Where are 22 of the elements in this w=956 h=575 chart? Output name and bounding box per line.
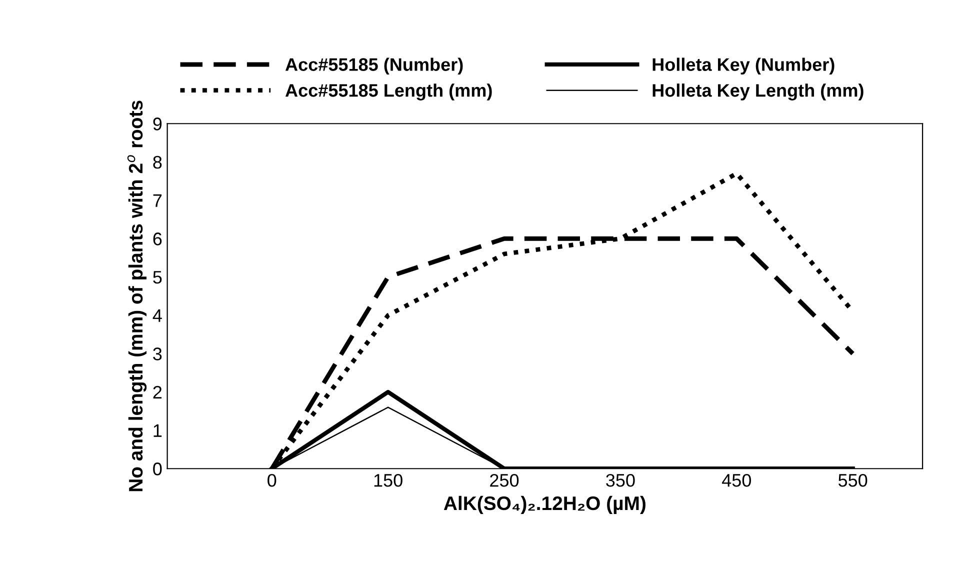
y-tick-label: 6	[153, 232, 162, 246]
legend-label: Holleta Key (Number)	[652, 58, 834, 75]
y-tick-label: 5	[153, 271, 162, 284]
legend-label: Holleta Key Length (mm)	[652, 84, 864, 100]
y-tick-label: 0	[153, 462, 162, 476]
x-tick-label: 450	[722, 474, 751, 487]
legend-label: Acc#55185 Length (mm)	[285, 84, 492, 100]
y-tick-label: 7	[153, 194, 162, 207]
x-tick-label: 550	[838, 474, 868, 487]
legend-label: Acc#55185 (Number)	[285, 58, 463, 75]
x-axis-title: AlK(SO₄)₂.12H₂O (µM)	[444, 496, 646, 514]
y-tick-label: 2	[153, 386, 162, 398]
y-tick-label: 9	[153, 118, 162, 130]
x-tick-label: 150	[374, 474, 402, 487]
x-tick-label: 350	[606, 474, 635, 487]
x-tick-label: 250	[490, 474, 519, 487]
y-tick-label: 4	[152, 309, 162, 322]
y-tick-label: 8	[153, 156, 162, 169]
y-axis-title: No and length (mm) of plants with 2$^{o}$ roots	[127, 100, 147, 492]
x-tick-label: 0	[268, 474, 276, 487]
y-tick-label: 3	[153, 348, 162, 360]
y-tick-label: 1	[154, 424, 162, 437]
